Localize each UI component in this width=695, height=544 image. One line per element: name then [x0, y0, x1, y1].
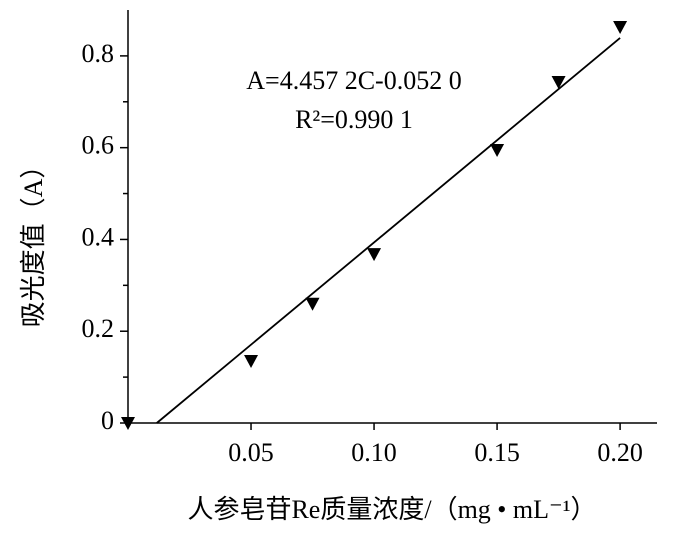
y-tick-label: 0.4: [82, 222, 115, 251]
x-tick-label: 0.15: [474, 438, 520, 467]
r-squared: R²=0.990 1: [295, 105, 413, 134]
x-tick-label: 0.10: [351, 438, 397, 467]
marker: [367, 248, 382, 262]
y-axis-label: 吸光度值（A）: [19, 153, 48, 328]
x-tick-label: 0.05: [228, 438, 274, 467]
fit-line: [156, 37, 621, 424]
x-tick-label: 0.20: [597, 438, 643, 467]
equation: A=4.457 2C-0.052 0: [246, 66, 461, 95]
marker: [613, 20, 628, 34]
y-tick-label: 0: [101, 406, 114, 435]
marker: [490, 143, 505, 157]
y-tick-label: 0.6: [82, 131, 115, 160]
y-tick-label: 0.2: [82, 314, 115, 343]
x-axis-label: 人参皂苷Re质量浓度/（mg • mL⁻¹）: [187, 495, 596, 524]
y-tick-label: 0.8: [82, 39, 115, 68]
marker: [121, 417, 135, 430]
marker: [244, 355, 259, 369]
marker: [551, 76, 566, 90]
marker: [305, 297, 320, 311]
